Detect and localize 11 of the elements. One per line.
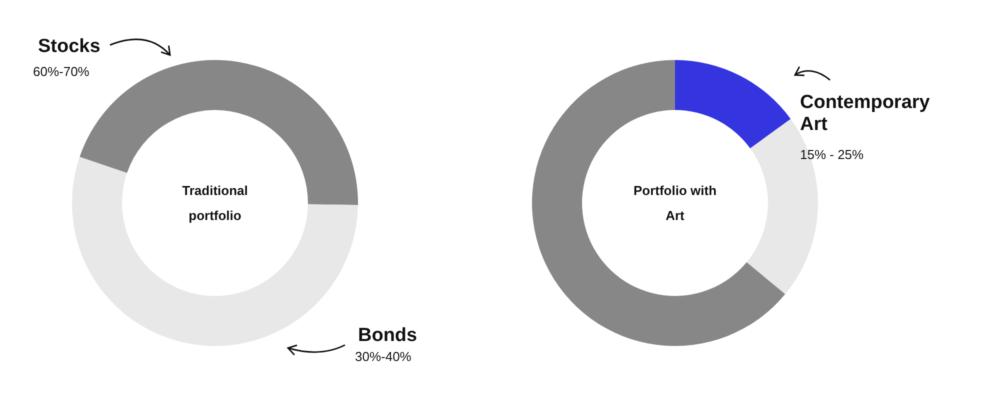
text: Portfolio with Art <box>632 182 718 225</box>
text: 30%-40% <box>355 349 412 364</box>
donut-slice <box>532 60 786 346</box>
text: 15% - 25% <box>800 147 864 162</box>
donut-slice <box>675 60 791 148</box>
slice-label: Stocks <box>38 36 102 58</box>
text: Traditional portfolio <box>181 182 249 225</box>
text: 60%-70% <box>33 64 90 79</box>
slice-label: Bonds <box>358 325 418 347</box>
donut-slice <box>72 156 358 346</box>
slice-label: Contemporary Art <box>800 92 931 136</box>
